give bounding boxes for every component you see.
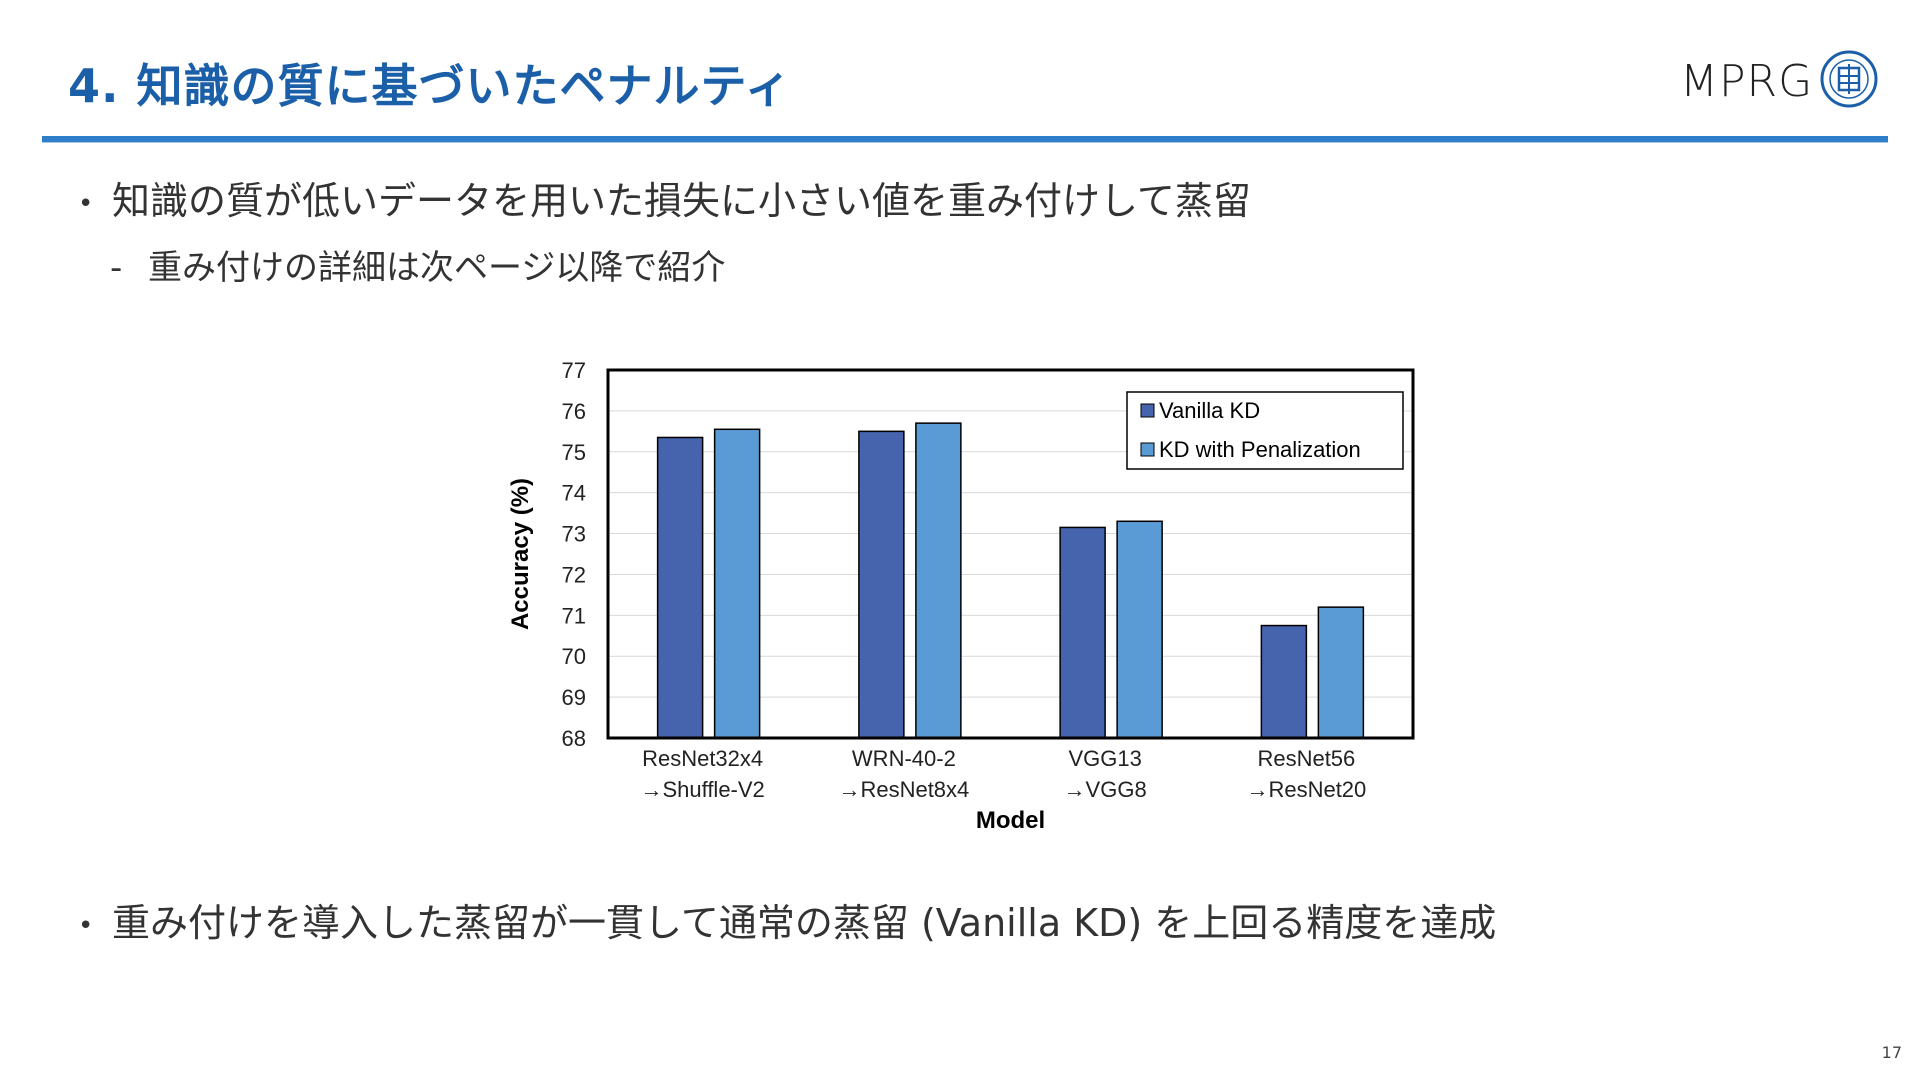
sub-bullet-1-text: 重み付けの詳細は次ページ以降で紹介: [148, 248, 726, 288]
bar-vanilla-kd: [1059, 526, 1106, 739]
bar-kd-with-penalization: [713, 428, 761, 739]
bar-kd-with-penalization: [915, 422, 962, 739]
bullet-2-text: 重み付けを導入した蒸留が一貫して通常の蒸留 (Vanilla KD) を上回る精…: [112, 901, 1497, 945]
title-divider: [42, 136, 1888, 143]
y-tick-label: 69: [562, 685, 586, 710]
bullet-1: • 知識の質が低いデータを用いた損失に小さい値を重み付けして蒸留: [78, 170, 1251, 225]
university-seal-icon: [1820, 50, 1878, 108]
y-tick-label: 75: [562, 440, 586, 465]
y-tick-label: 72: [562, 562, 586, 587]
y-tick-label: 76: [562, 399, 586, 424]
logo: MPRG: [1680, 50, 1880, 112]
logo-text: MPRG: [1680, 56, 1814, 107]
bar-vanilla-kd: [1260, 624, 1308, 739]
bullet-2: • 重み付けを導入した蒸留が一貫して通常の蒸留 (Vanilla KD) を上回る…: [78, 892, 1496, 947]
sub-bullet-1: - 重み付けの詳細は次ページ以降で紹介: [110, 240, 725, 289]
x-tick-label: →ResNet20: [1246, 777, 1366, 802]
bar-vanilla-kd: [858, 430, 905, 739]
slide-title: 4. 知識の質に基づいたペナルティ: [68, 59, 792, 113]
page-number: 17: [1881, 1043, 1902, 1062]
accuracy-bar-chart: 68 69 70 71 72 73 74 75 76 77 ResNet32x4 →Shuffle-V…: [507, 358, 1415, 834]
y-tick-label: 77: [562, 358, 586, 383]
x-tick-label: →Shuffle-V2: [640, 777, 764, 802]
legend-box: [1126, 391, 1404, 470]
y-tick-label: 74: [562, 481, 586, 506]
y-tick-label: 68: [562, 726, 586, 751]
bullet-dot-icon: •: [78, 188, 94, 219]
legend-label: KD with Penalization: [1159, 437, 1361, 462]
y-tick-label: 70: [562, 644, 586, 669]
x-tick-label: →ResNet8x4: [838, 777, 969, 802]
bullet-1-text: 知識の質が低いデータを用いた損失に小さい値を重み付けして蒸留: [112, 179, 1251, 223]
x-axis-label: Model: [976, 807, 1045, 834]
dash-icon: -: [110, 248, 123, 288]
bar-kd-with-penalization: [1116, 520, 1163, 739]
y-axis-label: Accuracy (%): [507, 478, 534, 630]
x-tick-label: →VGG8: [1064, 777, 1147, 802]
bar-vanilla-kd: [656, 436, 704, 739]
y-tick-label: 73: [562, 522, 586, 547]
plot-area-border: [606, 368, 1415, 740]
bullet-dot-icon: •: [78, 910, 94, 941]
legend-label: Vanilla KD: [1159, 398, 1260, 423]
bar-kd-with-penalization: [1317, 606, 1365, 739]
x-tick-label: ResNet56: [1257, 746, 1355, 771]
x-tick-label: VGG13: [1068, 746, 1141, 771]
legend-swatch: [1140, 442, 1155, 457]
legend-swatch: [1140, 403, 1155, 418]
y-tick-label: 71: [562, 603, 586, 628]
x-tick-label: WRN-40-2: [852, 746, 956, 771]
x-tick-label: ResNet32x4: [642, 746, 763, 771]
